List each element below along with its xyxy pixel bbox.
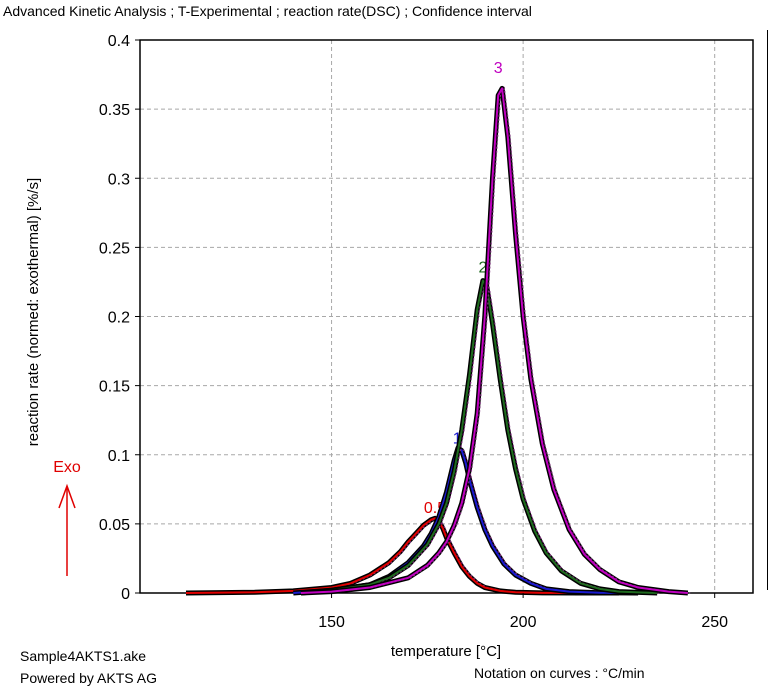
- y-tick-label: 0.05: [99, 517, 130, 534]
- experimental-curve: [300, 278, 658, 596]
- curve-label: 3: [494, 60, 503, 77]
- powered-by: Powered by AKTS AG: [20, 670, 157, 686]
- y-tick-label: 0.2: [108, 310, 130, 327]
- chart-title: Advanced Kinetic Analysis ; T-Experiment…: [3, 3, 532, 19]
- x-axis-label: temperature [°C]: [391, 643, 501, 660]
- exo-arrow-head: [58, 483, 76, 509]
- simulated-curve: [300, 279, 658, 594]
- x-tick-label: 200: [510, 614, 537, 631]
- file-name: Sample4AKTS1.ake: [20, 648, 147, 664]
- y-tick-label: 0: [121, 586, 130, 603]
- x-tick-label: 150: [318, 614, 345, 631]
- confidence-curve: [303, 279, 660, 594]
- series-2: 2: [300, 259, 660, 596]
- curve-label: 2: [478, 259, 487, 276]
- confidence-curve: [188, 517, 622, 594]
- y-axis-label: reaction rate (normed: exothermal) [%/s]: [25, 178, 42, 446]
- notation-note: Notation on curves : °C/min: [474, 665, 645, 681]
- panel-divider: [767, 30, 768, 590]
- exo-label: Exo: [53, 459, 81, 476]
- ticks-layer: 150 200 250 0 0.05 0.1 0.15 0.2 0.25 0.3 0.35 0.4: [99, 33, 728, 631]
- y-tick-label: 0.3: [108, 171, 130, 188]
- curve-label: 1: [453, 431, 462, 448]
- y-tick-label: 0.1: [108, 448, 130, 465]
- exo-indicator: Exo: [53, 459, 81, 576]
- x-tick-label: 250: [701, 614, 728, 631]
- y-tick-label: 0.4: [108, 33, 130, 50]
- y-tick-label: 0.35: [99, 102, 130, 119]
- y-tick-label: 0.15: [99, 379, 130, 396]
- y-tick-label: 0.25: [99, 240, 130, 257]
- series-3: 3: [300, 60, 691, 596]
- simulated-curve: [300, 87, 688, 594]
